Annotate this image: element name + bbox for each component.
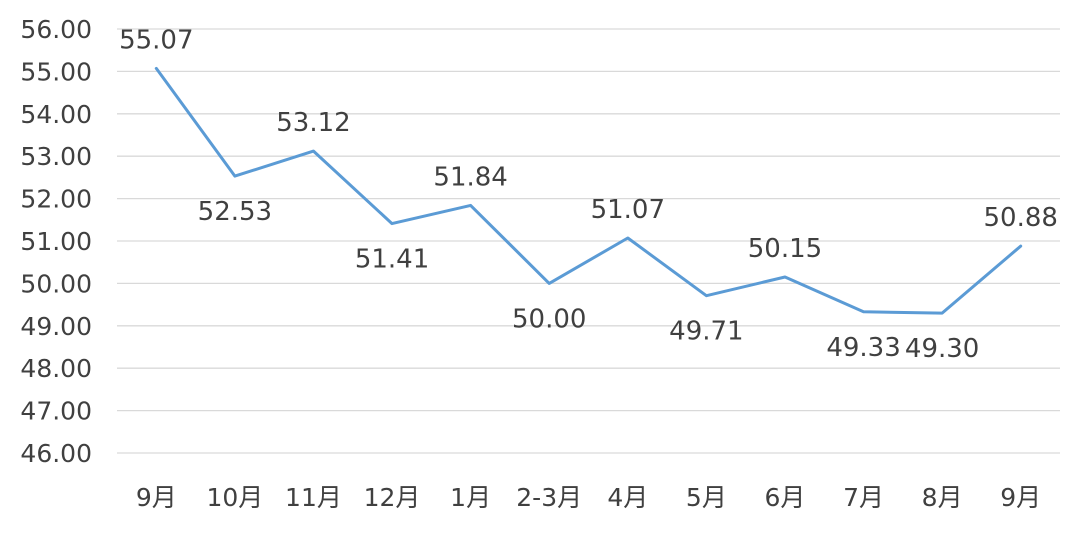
data-label: 51.84 (433, 162, 507, 192)
data-label: 55.07 (119, 25, 193, 55)
gridlines (117, 29, 1060, 453)
y-tick-label: 52.00 (20, 185, 92, 214)
x-tick-label: 2-3月 (516, 483, 582, 512)
x-tick-label: 10月 (206, 483, 263, 512)
data-label: 52.53 (198, 197, 272, 227)
x-tick-label: 4月 (607, 483, 648, 512)
data-label: 51.07 (591, 195, 665, 225)
data-label: 53.12 (276, 108, 350, 138)
data-label: 50.00 (512, 304, 586, 334)
series-line (156, 68, 1020, 313)
y-tick-label: 46.00 (20, 439, 92, 468)
y-tick-label: 49.00 (20, 312, 92, 341)
x-tick-label: 12月 (364, 483, 421, 512)
x-tick-label: 6月 (765, 483, 806, 512)
x-tick-label: 7月 (843, 483, 884, 512)
x-axis-tick-labels: 9月 10月 11月 12月 1月 2-3月 4月 5月 6月 7月 8月 9月 (136, 483, 1041, 512)
y-tick-label: 55.00 (20, 57, 92, 86)
y-tick-label: 53.00 (20, 142, 92, 171)
data-label: 49.30 (905, 334, 979, 364)
y-tick-label: 47.00 (20, 397, 92, 426)
data-label: 50.88 (983, 203, 1057, 233)
y-tick-label: 48.00 (20, 354, 92, 383)
series-layer (156, 68, 1021, 313)
y-tick-label: 56.00 (20, 15, 92, 44)
x-tick-label: 8月 (922, 483, 963, 512)
x-tick-label: 5月 (686, 483, 727, 512)
y-tick-label: 51.00 (20, 227, 92, 256)
data-label: 51.41 (355, 245, 429, 275)
x-tick-label: 11月 (285, 483, 342, 512)
data-label: 50.15 (748, 234, 822, 264)
y-tick-label: 50.00 (20, 269, 92, 298)
data-label: 49.33 (826, 333, 900, 363)
x-tick-label: 9月 (136, 483, 177, 512)
y-tick-label: 54.00 (20, 100, 92, 129)
data-label: 49.71 (669, 317, 743, 347)
y-axis-tick-labels: 46.00 47.00 48.00 49.00 50.00 51.00 52.00 53.00… (20, 15, 92, 468)
x-tick-label: 1月 (450, 483, 491, 512)
x-tick-label: 9月 (1000, 483, 1041, 512)
